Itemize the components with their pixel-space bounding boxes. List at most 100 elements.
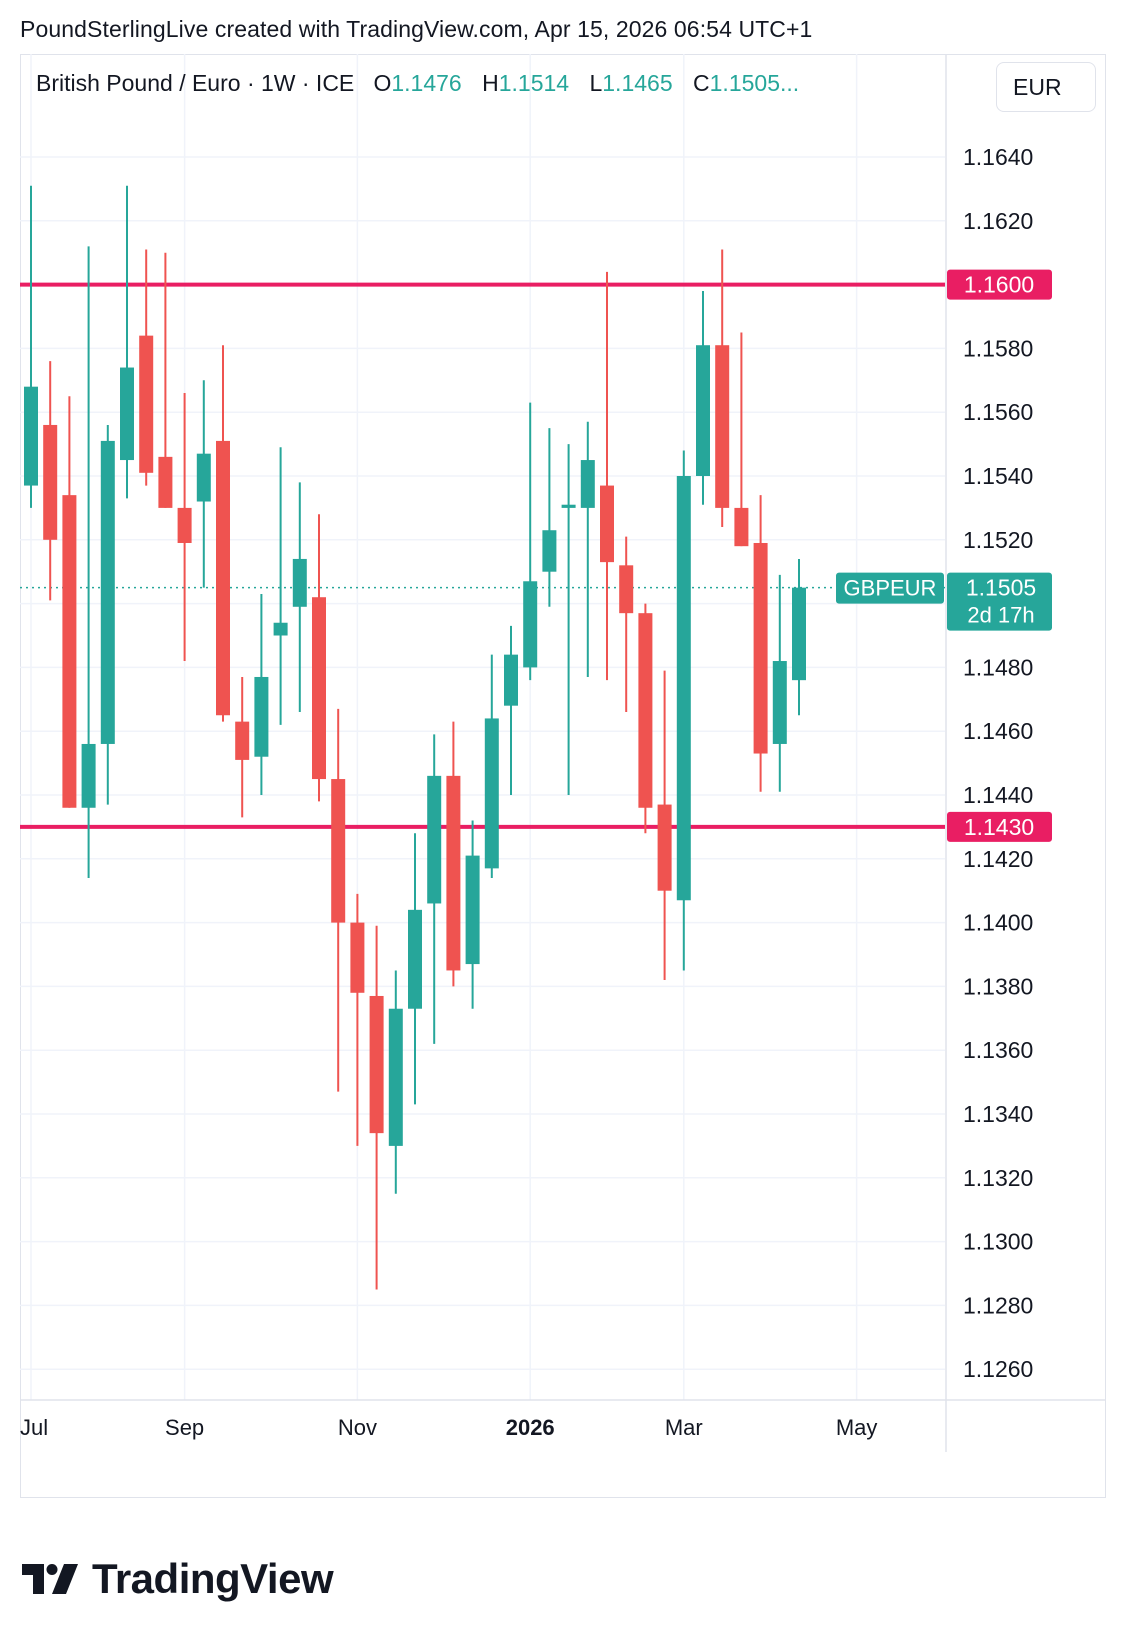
candle-body xyxy=(24,386,38,486)
candle xyxy=(100,424,115,805)
y-tick-label: 1.1420 xyxy=(963,846,1033,872)
y-tick-label: 1.1300 xyxy=(963,1229,1033,1255)
low-label: L xyxy=(589,70,603,96)
x-tick-label: Mar xyxy=(665,1415,703,1440)
candle xyxy=(139,249,154,486)
candle-body xyxy=(235,721,250,760)
x-tick-label: 2026 xyxy=(506,1415,555,1440)
close-label: C xyxy=(693,70,710,96)
y-tick-label: 1.1460 xyxy=(963,718,1033,744)
candle-body xyxy=(542,530,557,572)
y-tick-label: 1.1560 xyxy=(963,399,1033,425)
candles xyxy=(24,185,806,1290)
candle xyxy=(619,536,634,713)
symbol-name-label: GBPEUR xyxy=(844,576,937,601)
candle xyxy=(542,428,557,607)
level-price-tag xyxy=(947,269,1052,300)
level-price-label: 1.1600 xyxy=(964,272,1034,298)
candle xyxy=(216,345,230,722)
low-value: 1.1465 xyxy=(602,70,673,96)
y-tick-label: 1.1320 xyxy=(963,1165,1033,1191)
y-tick-label: 1.1400 xyxy=(963,910,1033,936)
tradingview-logo-text: TradingView xyxy=(92,1555,334,1602)
candle xyxy=(24,185,38,508)
high-label: H xyxy=(482,70,499,96)
candle-body xyxy=(580,460,595,508)
candle-body xyxy=(696,345,710,476)
candle xyxy=(312,514,326,802)
candle-body xyxy=(177,507,192,543)
candle-body xyxy=(388,1008,403,1146)
candle-body xyxy=(753,542,768,754)
level-price-label: 1.1430 xyxy=(964,814,1034,840)
candle xyxy=(561,444,576,795)
x-tick-label: Jul xyxy=(20,1415,48,1440)
candle xyxy=(273,447,288,725)
y-tick-label: 1.1540 xyxy=(963,463,1033,489)
x-tick-label: Nov xyxy=(338,1415,377,1440)
currency-selector[interactable]: EUR xyxy=(996,62,1096,112)
candle-body xyxy=(638,613,653,808)
candle-body xyxy=(657,804,672,891)
candle xyxy=(792,558,806,716)
candle-body xyxy=(350,922,365,993)
candle xyxy=(196,380,211,588)
current-price-label: 1.1505 xyxy=(966,575,1036,601)
candle-body xyxy=(369,995,384,1134)
candle xyxy=(715,249,730,528)
candle-body xyxy=(254,676,269,757)
candle-body xyxy=(273,622,288,636)
candle xyxy=(427,734,442,1044)
y-tick-label: 1.1360 xyxy=(963,1037,1033,1063)
candle xyxy=(657,670,672,981)
current-price-tag xyxy=(947,572,1052,631)
candle-body xyxy=(715,345,730,508)
grid-lines xyxy=(20,54,945,1400)
candle xyxy=(696,290,710,505)
candle xyxy=(254,594,269,795)
tradingview-logo: TradingView xyxy=(22,1555,334,1603)
candle-body xyxy=(312,597,326,780)
candle-body xyxy=(619,565,634,614)
candle xyxy=(331,708,346,1092)
candle xyxy=(465,820,480,1009)
candle-body xyxy=(465,855,480,965)
level-price-tag xyxy=(947,811,1052,842)
candle-body xyxy=(676,476,691,901)
candle xyxy=(753,495,768,792)
close-value: 1.1505... xyxy=(709,70,800,96)
open-label: O xyxy=(373,70,392,96)
tradingview-logo-icon xyxy=(22,1564,78,1594)
candle-body xyxy=(523,581,538,668)
symbol-title: British Pound / Euro · 1W · ICE xyxy=(36,70,355,96)
candle xyxy=(580,421,595,677)
horizontal-levels xyxy=(20,282,945,829)
candle-body xyxy=(331,779,346,923)
candle xyxy=(504,625,518,795)
candle xyxy=(81,246,96,878)
candle xyxy=(62,396,77,808)
x-tick-label: May xyxy=(836,1415,878,1440)
y-tick-label: 1.1340 xyxy=(963,1101,1033,1127)
candle-body xyxy=(772,661,787,744)
y-tick-label: 1.1620 xyxy=(963,208,1033,234)
candle-body xyxy=(120,367,134,461)
candle xyxy=(388,970,403,1194)
candle xyxy=(292,482,307,713)
candle xyxy=(484,654,499,878)
y-tick-label: 1.1580 xyxy=(963,335,1033,361)
candle-body xyxy=(196,453,211,502)
symbol-name-tag xyxy=(836,572,944,604)
candle xyxy=(350,893,365,1146)
candle-body xyxy=(81,743,96,808)
candle-body xyxy=(504,654,518,706)
y-tick-label: 1.1380 xyxy=(963,973,1033,999)
axes: 1.1640 1.1620 1.1580 1.1560 1.1540 1.1520 1.14… xyxy=(20,54,1106,1452)
candle xyxy=(235,676,250,818)
candle xyxy=(772,574,787,792)
candle-body xyxy=(292,558,307,607)
candle-body xyxy=(139,335,154,473)
chart-frame xyxy=(20,54,1106,1498)
candle-body xyxy=(100,440,115,744)
